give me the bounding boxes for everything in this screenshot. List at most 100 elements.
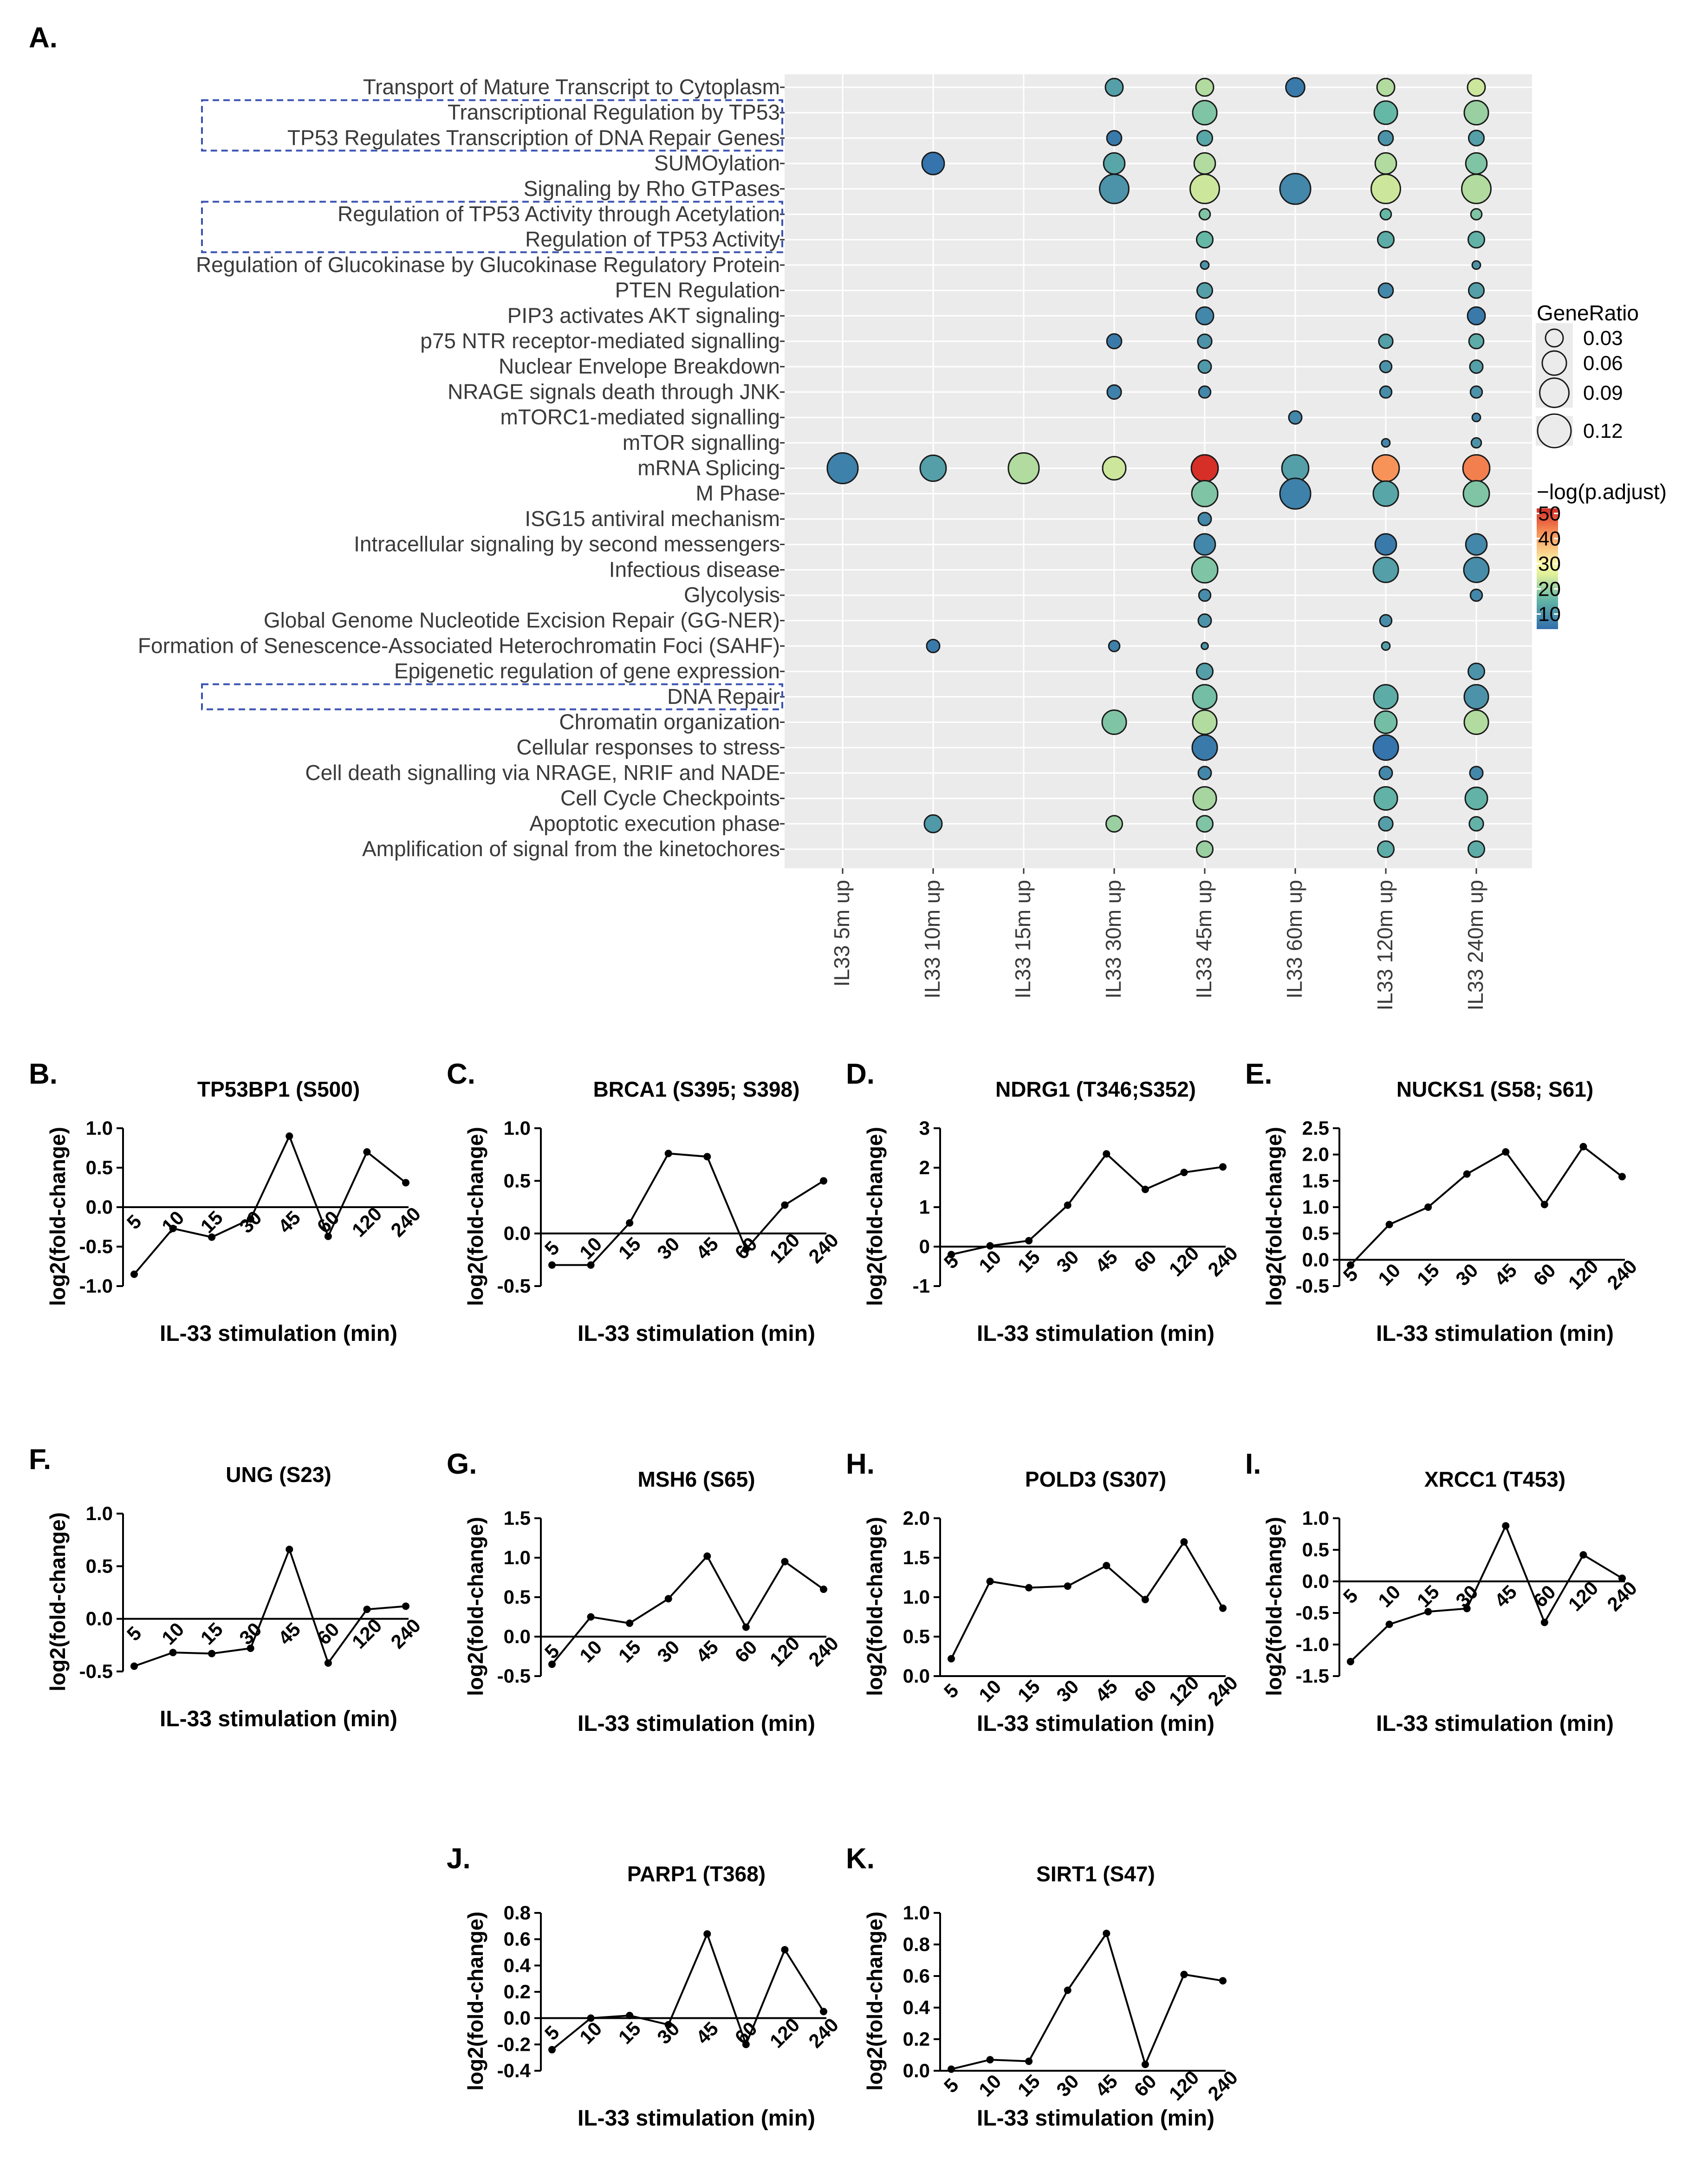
- dot: [1372, 734, 1399, 761]
- term-label: DNA Repair: [667, 684, 780, 709]
- dot: [1465, 533, 1488, 556]
- x-axis-label: IL-33 stimulation (min): [977, 1711, 1214, 1736]
- term-label: PTEN Regulation: [615, 278, 780, 302]
- plot-background: [785, 74, 1532, 868]
- x-tick-label: 240: [386, 1614, 425, 1653]
- x-tick-label: 5: [1339, 1585, 1362, 1608]
- data-point: [548, 1660, 556, 1668]
- y-tick-label: 0.4: [504, 1954, 531, 1976]
- dot: [1379, 208, 1392, 221]
- y-axis-label: log2(fold-change): [863, 1517, 887, 1696]
- x-tick-label: 15: [1013, 1246, 1044, 1277]
- dot: [1468, 816, 1484, 832]
- x-tick-label: 45: [1091, 1246, 1122, 1277]
- dot: [1198, 385, 1212, 399]
- highlight-box: [201, 99, 783, 152]
- dot: [1372, 556, 1399, 583]
- dot: [1106, 384, 1122, 400]
- condition-label: IL33 240m up: [1463, 880, 1487, 1010]
- dot: [1197, 333, 1213, 349]
- dot: [1192, 100, 1218, 126]
- term-label: Apoptotic execution phase: [529, 811, 780, 835]
- dot: [1468, 333, 1485, 350]
- panel-title: PARP1 (T368): [627, 1862, 766, 1886]
- dot: [1462, 454, 1491, 482]
- y-tick-label: 0.5: [1302, 1539, 1329, 1560]
- data-point: [1103, 1930, 1111, 1937]
- x-tick-label: 30: [653, 1233, 683, 1263]
- y-tick-label: 1.0: [1302, 1507, 1329, 1529]
- y-tick-label: 1.0: [504, 1547, 531, 1568]
- color-legend-bar: [1537, 508, 1558, 629]
- data-point: [402, 1179, 409, 1187]
- dot: [1106, 333, 1123, 350]
- size-legend-dot: [1545, 328, 1564, 348]
- dot: [1463, 709, 1489, 735]
- data-point: [1347, 1658, 1354, 1665]
- panel-label: K.: [846, 1843, 875, 1875]
- x-axis-label: IL-33 stimulation (min): [977, 1321, 1214, 1346]
- size-legend-label: 0.09: [1583, 382, 1623, 404]
- size-legend-dot: [1541, 350, 1567, 376]
- y-tick-label: 0.6: [903, 1965, 930, 1987]
- panel-title: NUCKS1 (S58; S61): [1396, 1077, 1593, 1101]
- dot: [919, 455, 947, 482]
- dot: [826, 452, 859, 485]
- y-tick-label: 1.0: [903, 1586, 930, 1608]
- data-point: [208, 1233, 216, 1241]
- data-point: [626, 1619, 634, 1627]
- y-tick-label: 0.0: [86, 1608, 113, 1630]
- x-tick-label: 15: [1013, 1676, 1044, 1706]
- condition-label: IL33 120m up: [1373, 880, 1397, 1010]
- term-label: Cell Cycle Checkpoints: [560, 786, 780, 810]
- y-tick-label: 0.0: [1302, 1248, 1329, 1270]
- x-tick-label: 15: [614, 1233, 645, 1263]
- x-tick-label: 30: [1052, 1676, 1083, 1706]
- dot: [1197, 613, 1212, 628]
- dot: [1469, 588, 1483, 602]
- data-point: [548, 1261, 556, 1269]
- x-tick-label: 5: [123, 1210, 146, 1234]
- data-point: [1141, 1185, 1149, 1193]
- size-legend-title: GeneRatio: [1537, 301, 1639, 325]
- y-tick-label: 0.2: [504, 1981, 531, 2002]
- data-point: [169, 1649, 177, 1657]
- data-point: [1064, 1582, 1072, 1590]
- data-point: [169, 1224, 177, 1232]
- dot: [1191, 480, 1219, 507]
- data-point: [820, 2008, 827, 2015]
- panel-title: BRCA1 (S395; S398): [593, 1077, 800, 1101]
- data-point: [1502, 1522, 1510, 1530]
- x-tick-label: 10: [974, 1676, 1005, 1706]
- x-tick-label: 5: [540, 1237, 564, 1260]
- x-tick-label: 30: [1052, 2070, 1083, 2101]
- data-point: [703, 1930, 711, 1938]
- data-point: [1385, 1620, 1393, 1628]
- term-label: Regulation of Glucokinase by Glucokinase…: [196, 253, 780, 277]
- term-label: ISG15 antiviral mechanism: [525, 507, 780, 531]
- dot: [1463, 684, 1489, 710]
- dot: [1467, 663, 1486, 681]
- x-tick-label: 240: [1603, 1577, 1641, 1615]
- y-tick-label: 2.5: [1302, 1117, 1329, 1139]
- dot: [1101, 709, 1127, 735]
- x-tick-label: 120: [1165, 1671, 1203, 1710]
- data-point: [286, 1546, 293, 1554]
- x-tick-label: 45: [692, 1636, 722, 1667]
- y-tick-label: 1.0: [903, 1902, 930, 1924]
- term-label: Nuclear Envelope Breakdown: [499, 354, 780, 378]
- term-label: Amplification of signal from the kinetoc…: [362, 837, 780, 861]
- y-tick-label: 0.0: [1302, 1570, 1329, 1592]
- y-axis-label: log2(fold-change): [463, 1911, 487, 2091]
- y-tick-label: -0.5: [497, 1275, 531, 1297]
- x-tick-label: 120: [766, 1229, 804, 1268]
- x-tick-label: 10: [974, 1246, 1005, 1277]
- dot: [1467, 231, 1486, 249]
- term-label: Cellular responses to stress: [516, 735, 780, 759]
- series-line: [552, 1152, 825, 1266]
- x-tick-label: 15: [614, 1636, 645, 1667]
- series-line: [1350, 1523, 1623, 1663]
- panel-label: C.: [447, 1058, 475, 1090]
- data-point: [587, 1261, 595, 1269]
- x-tick-label: 10: [575, 1636, 606, 1667]
